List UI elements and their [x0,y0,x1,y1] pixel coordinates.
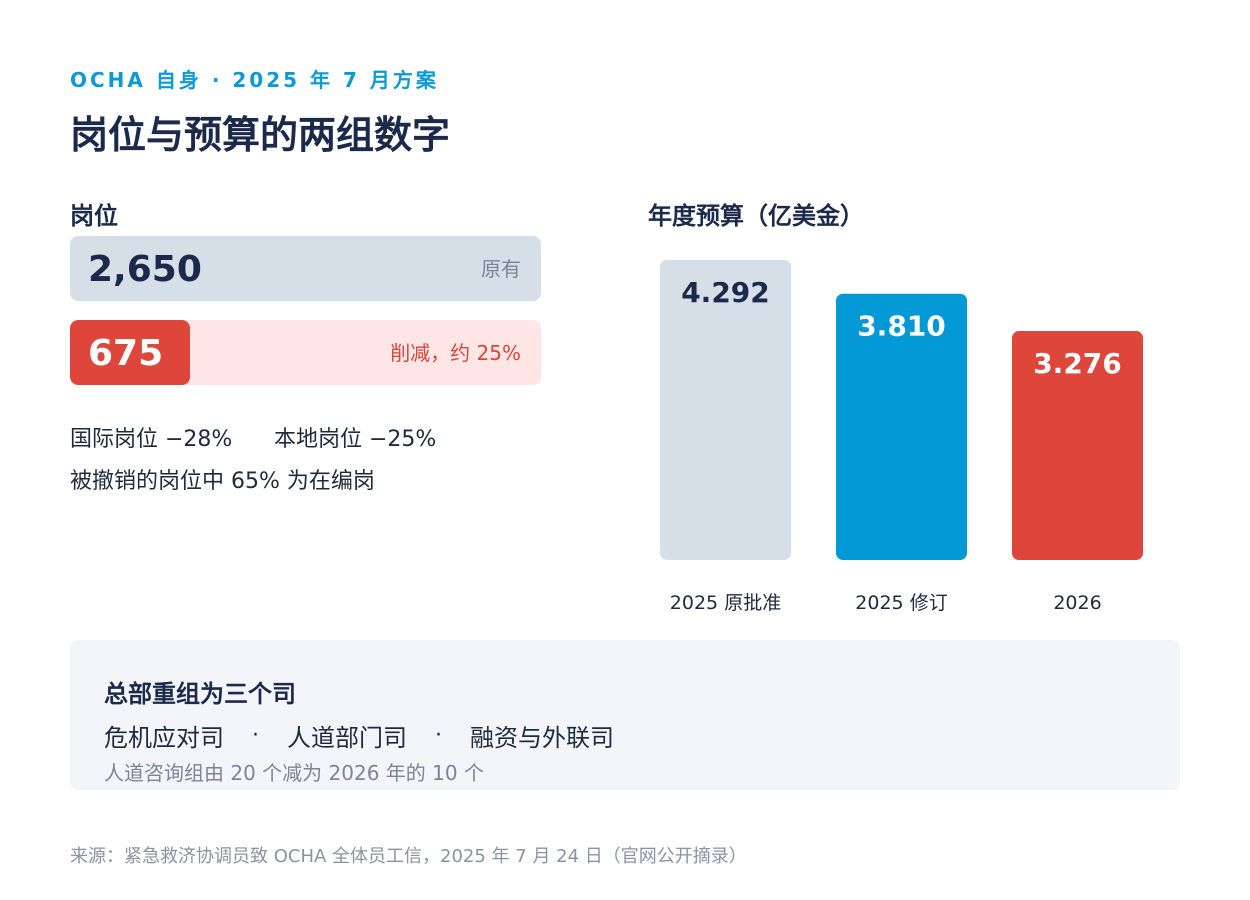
department-list: 危机应对司 · 人道部门司 · 融资与外联司 [104,718,614,753]
budget-bar-2 [836,293,967,560]
page-title: 岗位与预算的两组数字 [70,113,451,157]
international-posts-stat: 国际岗位 −28% [70,427,233,452]
budget-value-label-3: 3.276 [1033,347,1122,380]
budget-category-label-1: 2025 原批准 [670,592,781,614]
local-posts-stat: 本地岗位 −25% [274,427,437,452]
budget-bar-3 [1012,331,1143,560]
cut-posts-bar: 675 削减，约 25% [70,320,541,385]
cut-posts-value: 675 [88,333,164,374]
department-financing-outreach: 融资与外联司 [470,724,614,752]
budget-category-label-3: 2026 [1053,592,1101,614]
cut-posts-fill [70,320,190,385]
cut-posts-note: 削减，约 25% [390,341,521,365]
budget-bar-chart: 4.292 2025 原批准 3.810 2025 修订 3.276 2026 [660,260,1143,614]
budget-bar-1 [660,260,791,560]
original-posts-value: 2,650 [88,249,202,290]
department-crisis-response: 危机应对司 [104,724,224,752]
source-note: 来源：紧急救济协调员致 OCHA 全体员工信，2025 年 7 月 24 日（官… [70,846,747,867]
reorg-title: 总部重组为三个司 [104,680,296,708]
budget-label: 年度预算（亿美金） [648,202,864,230]
abolished-posts-note: 被撤销的岗位中 65% 为在编岗 [70,469,375,494]
reorg-panel [70,640,1180,790]
budget-value-label-2: 3.810 [857,310,946,343]
budget-category-label-2: 2025 修订 [855,592,947,614]
department-separator: · [435,723,442,748]
posts-label: 岗位 [70,202,118,230]
original-posts-bar: 2,650 原有 [70,236,541,301]
department-separator: · [252,723,259,748]
original-posts-note: 原有 [481,257,521,281]
budget-value-label-1: 4.292 [681,276,770,309]
eyebrow: OCHA 自身 · 2025 年 7 月方案 [70,68,439,92]
department-humanitarian-sector: 人道部门司 [287,724,407,752]
reorg-note: 人道咨询组由 20 个减为 2026 年的 10 个 [104,761,484,785]
